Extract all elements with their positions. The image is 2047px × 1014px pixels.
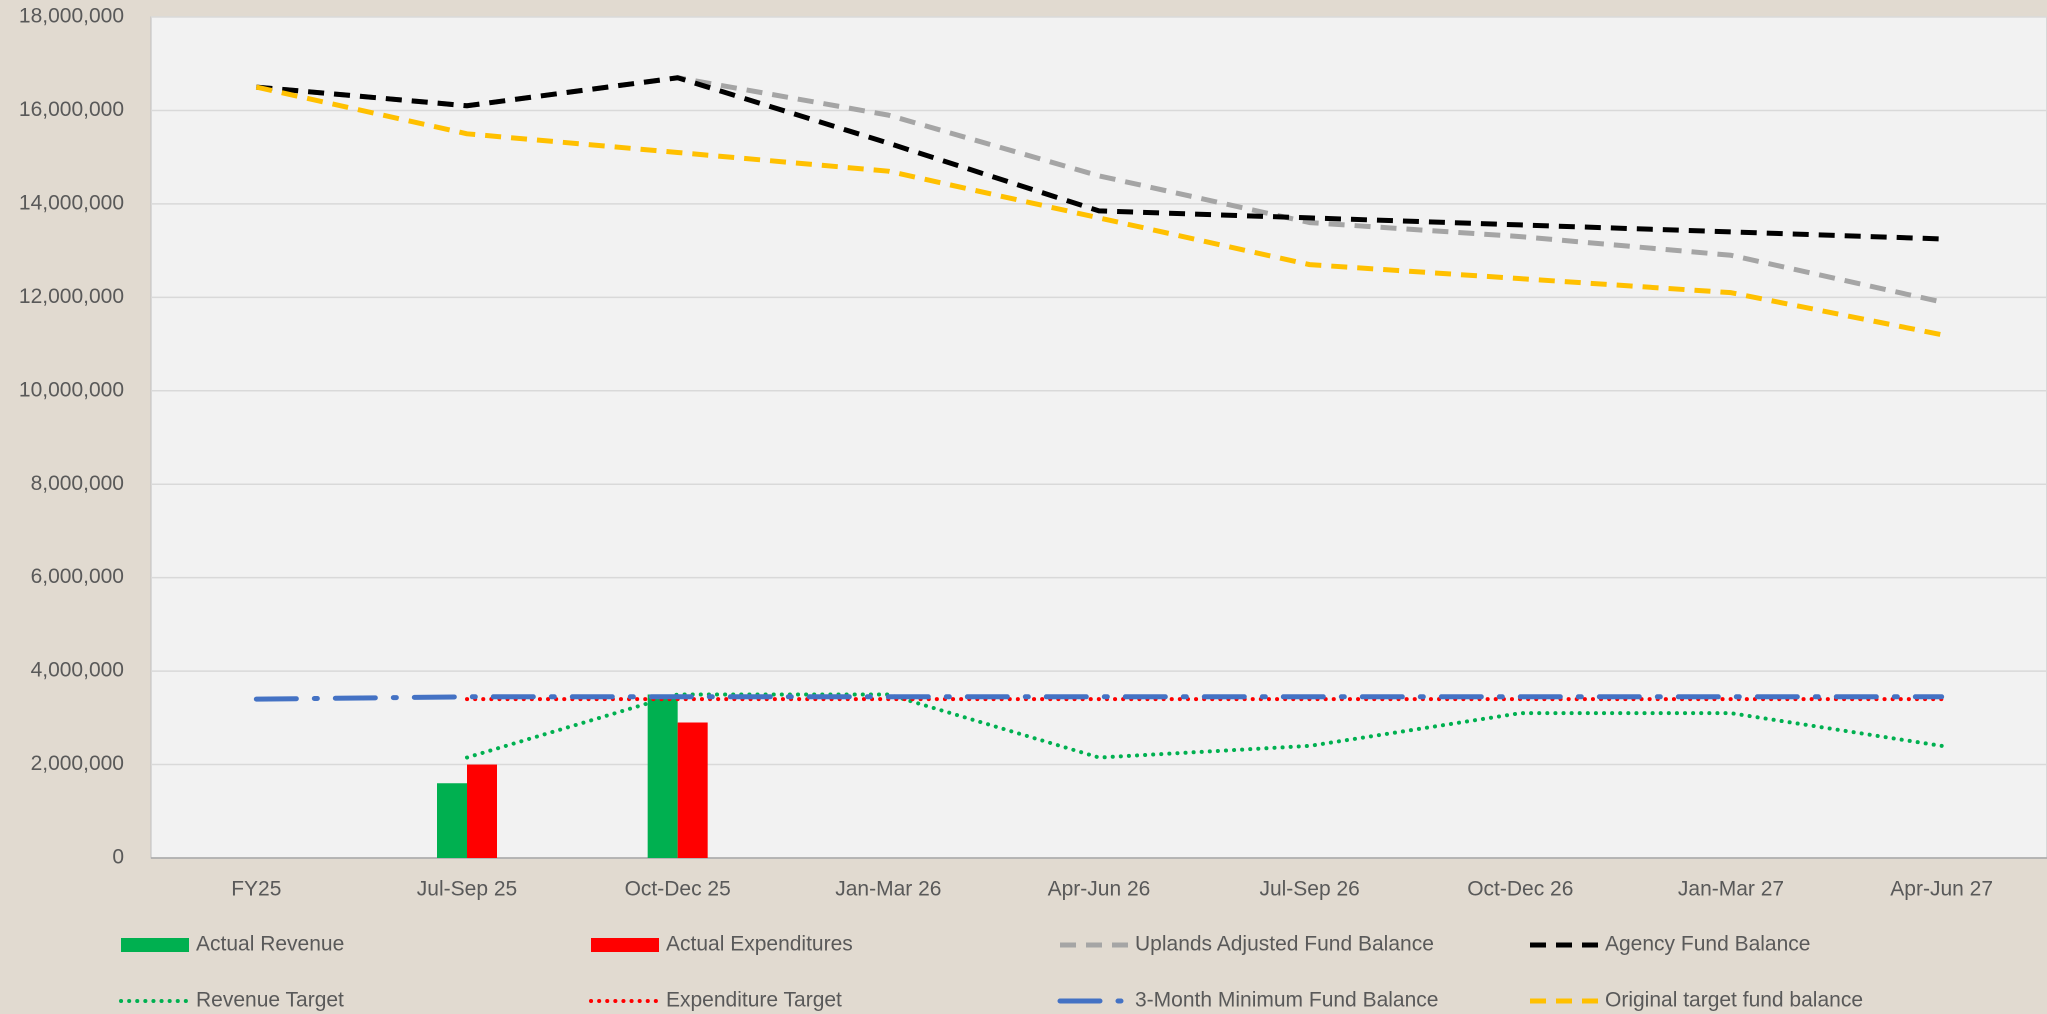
x-tick-label: Oct-Dec 26	[1467, 878, 1573, 901]
x-tick-label: Apr-Jun 27	[1890, 878, 1993, 901]
line	[256, 75, 1942, 242]
y-tick-label: 6,000,000	[31, 565, 124, 588]
plot-area	[150, 16, 2047, 859]
legend-label: Uplands Adjusted Fund Balance	[1135, 933, 1434, 956]
bar	[467, 764, 497, 858]
y-tick-label: 14,000,000	[19, 191, 124, 214]
y-tick-label: 0	[112, 846, 124, 869]
x-tick-label: Jul-Sep 25	[417, 878, 517, 901]
x-tick-label: Jan-Mar 26	[835, 878, 941, 901]
bar	[437, 783, 467, 858]
legend-label: Agency Fund Balance	[1605, 933, 1810, 956]
line	[255, 84, 1943, 338]
legend-label: Actual Expenditures	[666, 933, 853, 956]
y-tick-label: 4,000,000	[31, 659, 124, 682]
line	[253, 694, 1945, 702]
x-tick-label: Jul-Sep 26	[1259, 878, 1359, 901]
legend-swatch	[591, 938, 659, 952]
legend-label: Original target fund balance	[1605, 989, 1863, 1012]
bar	[647, 694, 678, 858]
bar	[677, 722, 708, 858]
y-tick-label: 2,000,000	[31, 752, 124, 775]
legend-label: Actual Revenue	[196, 933, 344, 956]
y-tick-label: 16,000,000	[19, 98, 124, 121]
y-tick-label: 8,000,000	[31, 472, 124, 495]
x-tick-label: Jan-Mar 27	[1678, 878, 1784, 901]
y-tick-label: 10,000,000	[19, 378, 124, 401]
y-tick-label: 12,000,000	[19, 285, 124, 308]
legend-label: 3-Month Minimum Fund Balance	[1135, 989, 1438, 1012]
legend-label: Expenditure Target	[666, 989, 842, 1012]
y-tick-label: 18,000,000	[19, 5, 124, 28]
legend-label: Revenue Target	[196, 989, 344, 1012]
x-tick-label: Apr-Jun 26	[1048, 878, 1151, 901]
legend-swatch	[121, 938, 189, 952]
x-tick-label: FY25	[231, 878, 281, 901]
x-tick-label: Oct-Dec 25	[625, 878, 731, 901]
